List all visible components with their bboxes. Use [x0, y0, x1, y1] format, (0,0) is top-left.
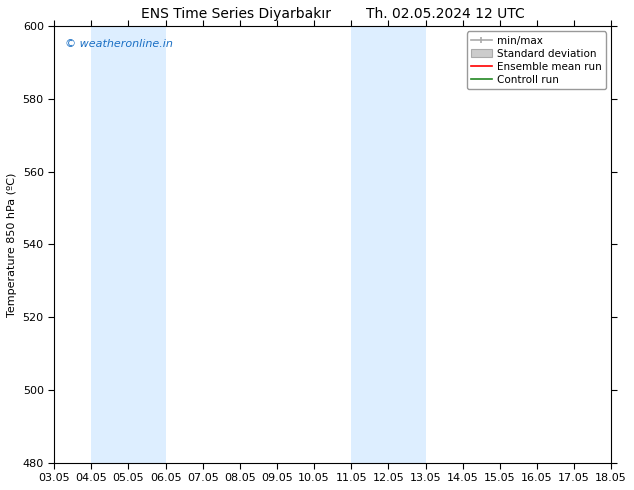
- Bar: [91, 26, 165, 463]
- Text: © weatheronline.in: © weatheronline.in: [65, 39, 173, 49]
- Title: ENS Time Series Diyarbakır        Th. 02.05.2024 12 UTC: ENS Time Series Diyarbakır Th. 02.05.202…: [141, 7, 524, 21]
- Y-axis label: Temperature 850 hPa (ºC): Temperature 850 hPa (ºC): [7, 172, 17, 317]
- Legend: min/max, Standard deviation, Ensemble mean run, Controll run: min/max, Standard deviation, Ensemble me…: [467, 31, 606, 89]
- Bar: [611, 26, 630, 463]
- Bar: [351, 26, 425, 463]
